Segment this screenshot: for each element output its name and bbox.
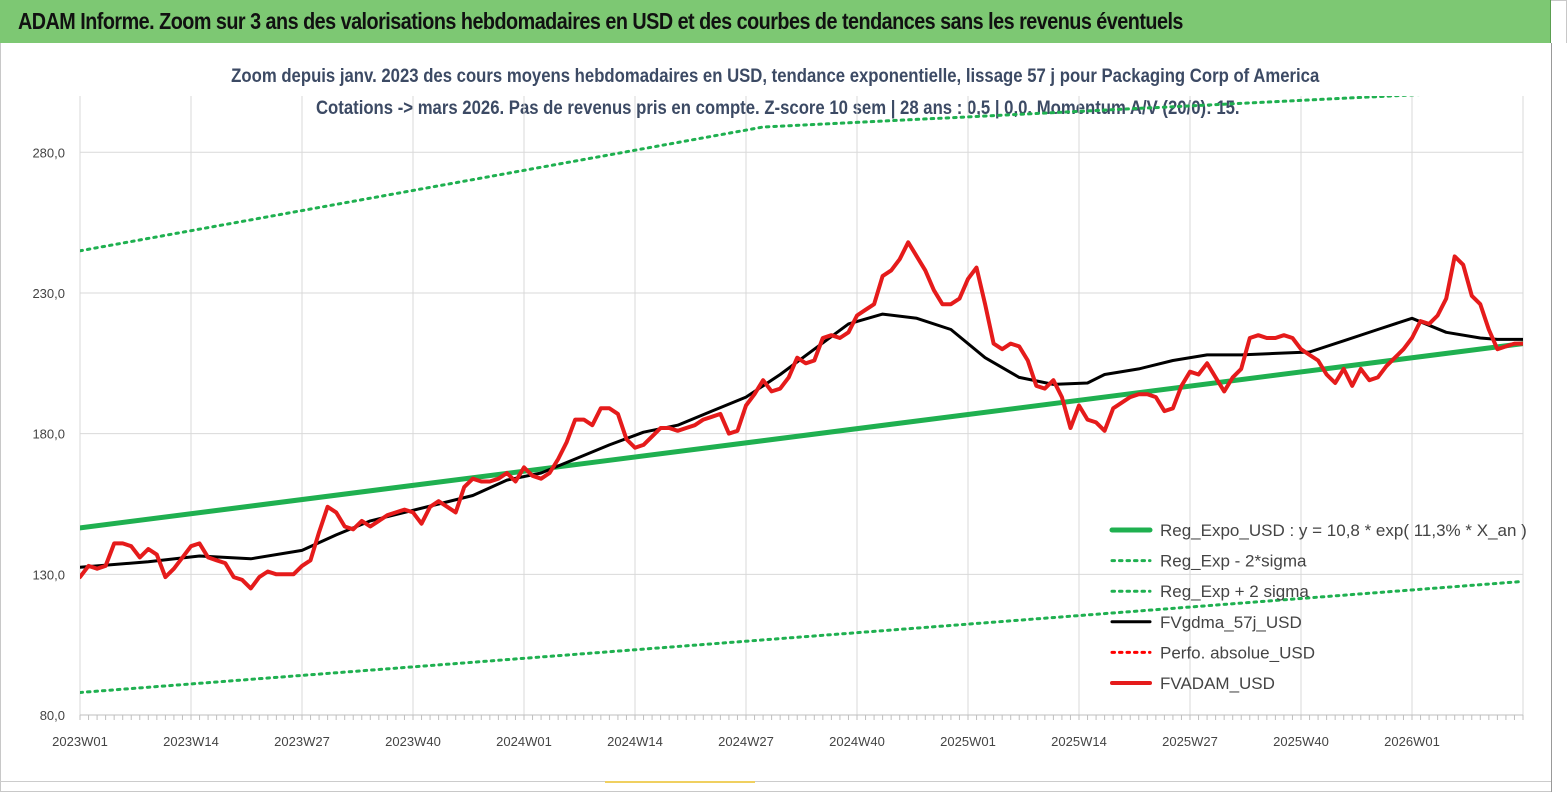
bottom-edge-strip [0, 781, 1551, 792]
x-tick-label: 2025W40 [1273, 734, 1329, 749]
x-tick-label: 2025W01 [940, 734, 996, 749]
chart-title: Zoom depuis janv. 2023 des cours moyens … [231, 66, 1320, 87]
x-tick-label: 2023W40 [385, 734, 441, 749]
x-tick-label: 2025W14 [1051, 734, 1107, 749]
legend-label: FVgdma_57j_USD [1160, 613, 1302, 632]
legend-label: Reg_Expo_USD : y = 10,8 * exp( 11,3% * X… [1160, 521, 1527, 540]
axes: 80,0 130,0 180,0 230,0 280,0 2023W01 2023W14 20… [32, 145, 1524, 749]
gridlines [79, 96, 1524, 715]
series-line-5 [80, 240, 1523, 591]
y-tick-label: 130,0 [32, 567, 65, 582]
x-tick-label: 2026W01 [1384, 734, 1440, 749]
x-tick-label: 2024W40 [829, 734, 885, 749]
y-tick-label: 280,0 [32, 145, 65, 160]
x-tick-label: 2024W01 [496, 734, 552, 749]
legend-label: Reg_Exp + 2 sigma [1160, 582, 1309, 601]
right-edge-strip [1551, 43, 1567, 792]
legend: Reg_Expo_USD : y = 10,8 * exp( 11,3% * X… [1109, 521, 1527, 693]
y-tick-label: 80,0 [40, 708, 65, 723]
series-line-2 [80, 96, 1420, 253]
legend-label: Perfo. absolue_USD [1160, 643, 1315, 662]
legend-label: Reg_Exp - 2*sigma [1160, 552, 1307, 571]
x-tick-label: 2023W01 [52, 734, 108, 749]
x-tick-label: 2023W27 [274, 734, 330, 749]
x-tick-label: 2023W14 [163, 734, 219, 749]
series-line-3 [80, 312, 1523, 569]
report-title: ADAM Informe. Zoom sur 3 ans des valoris… [18, 8, 1183, 34]
series-line-0 [80, 341, 1523, 531]
series-lines [80, 96, 1523, 694]
x-tick-label: 2025W27 [1162, 734, 1218, 749]
y-tick-label: 230,0 [32, 286, 65, 301]
series-line-1 [80, 579, 1523, 694]
x-tick-label: 2024W27 [718, 734, 774, 749]
x-tick-label: 2024W14 [607, 734, 663, 749]
report-banner: ADAM Informe. Zoom sur 3 ans des valoris… [0, 0, 1551, 43]
legend-label: FVADAM_USD [1160, 674, 1275, 693]
y-tick-label: 180,0 [32, 427, 65, 442]
bottom-marker [605, 781, 755, 783]
